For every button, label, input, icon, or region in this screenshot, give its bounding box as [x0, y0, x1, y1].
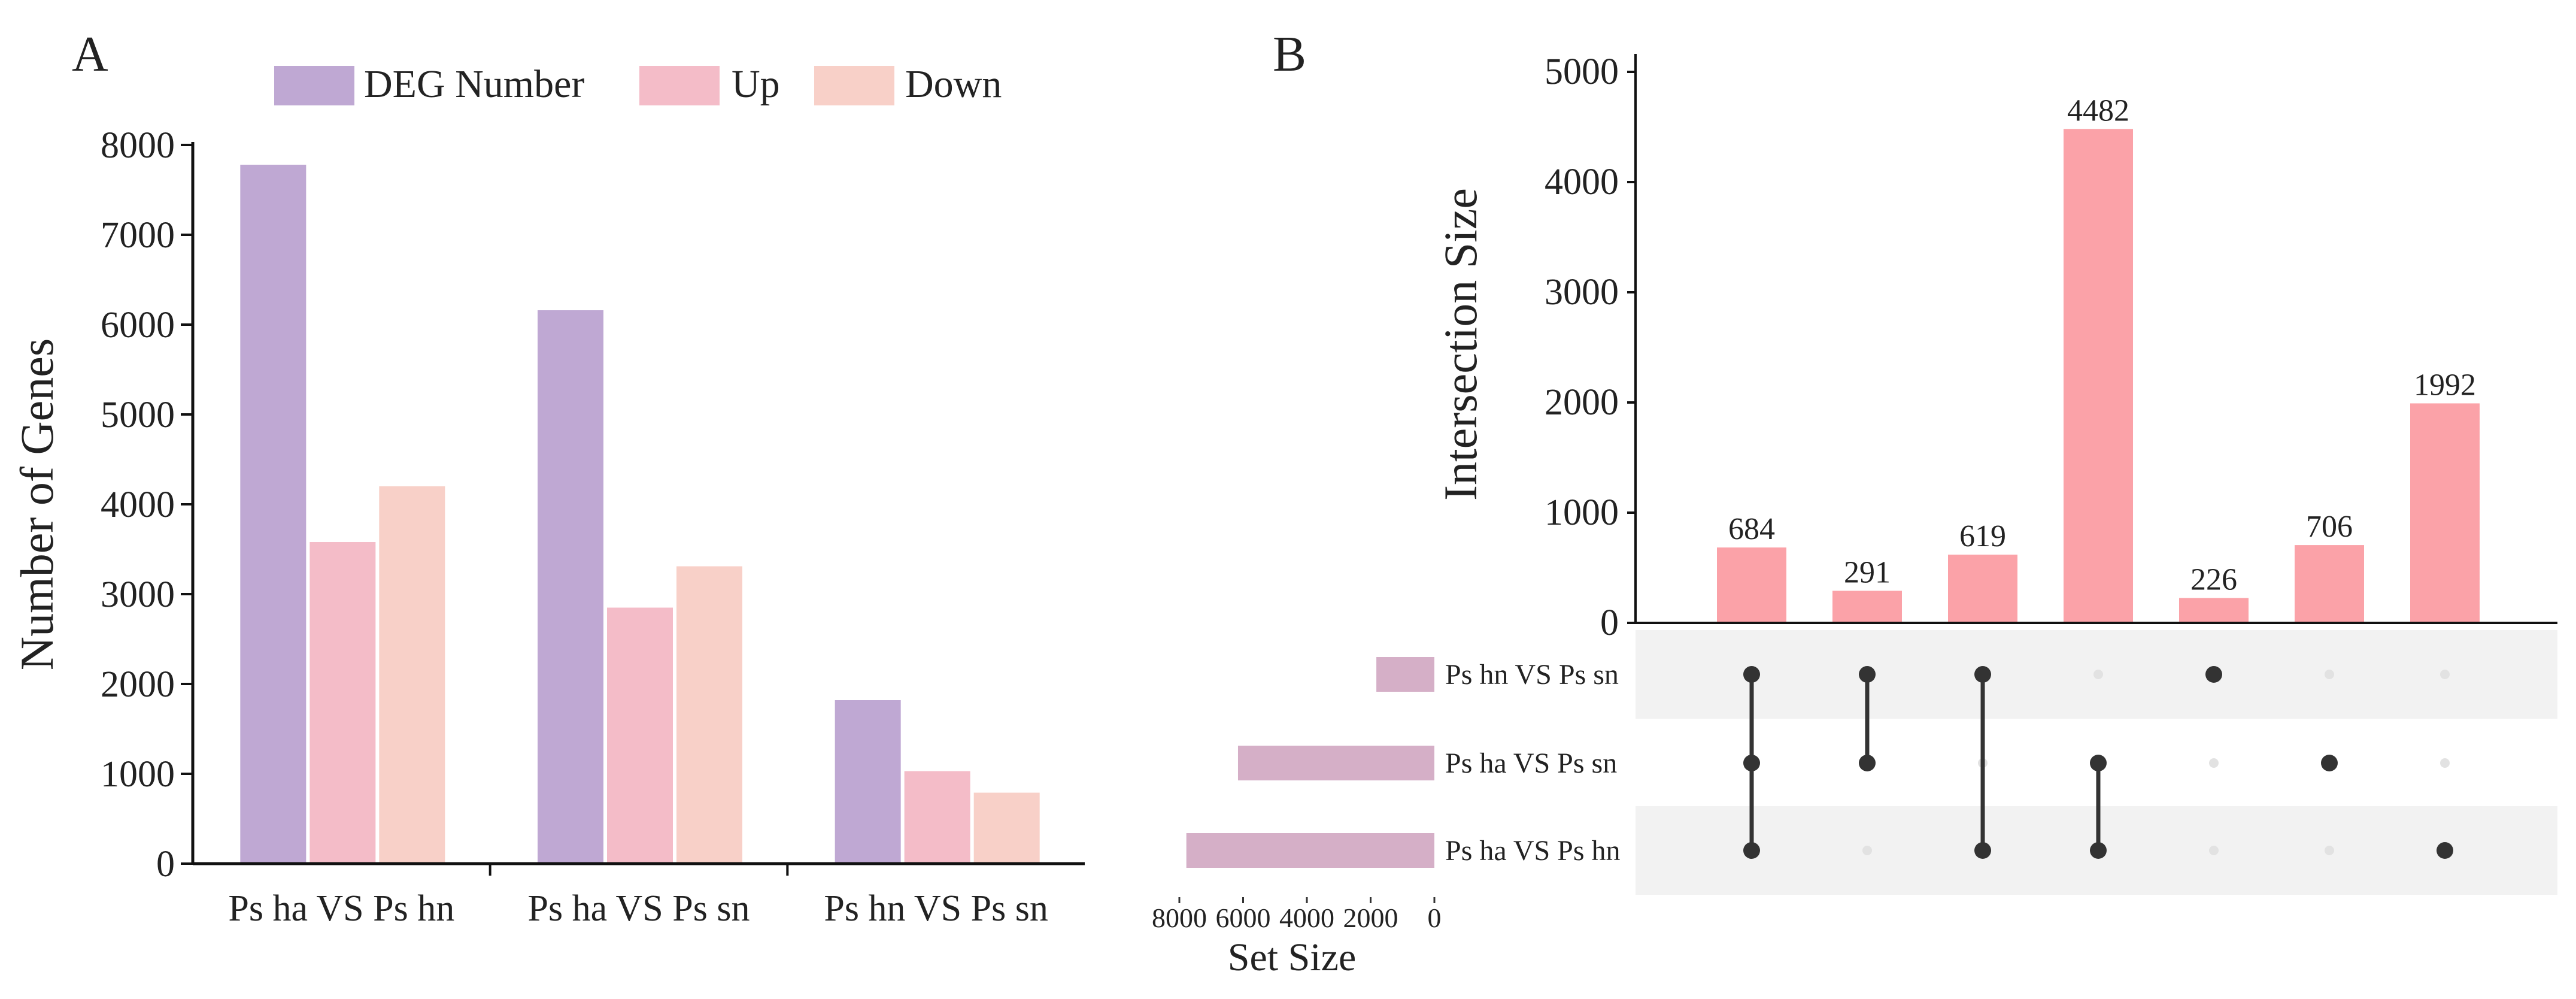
- y-tick-label: 0: [156, 844, 175, 885]
- intersection-value-label: 684: [1728, 512, 1775, 546]
- set-size-bar: [1237, 746, 1434, 780]
- set-tick-label: 6000: [1216, 903, 1271, 933]
- intersection-value-label: 291: [1844, 555, 1891, 589]
- panel-b-letter: B: [1273, 26, 1306, 82]
- matrix-dot-inactive: [2440, 758, 2450, 768]
- matrix-dot-inactive: [2209, 846, 2219, 855]
- bar-down: [379, 486, 445, 864]
- intersection-axes: 0 1000 2000 3000 4000 5000: [1545, 52, 2557, 643]
- intersection-bar: [2179, 598, 2249, 623]
- set-size-bar: [1376, 657, 1434, 692]
- legend-label: Down: [905, 62, 1002, 106]
- intersection-bar: [1717, 547, 1786, 623]
- bar-deg-number: [835, 700, 901, 864]
- y-tick-label: 7000: [101, 215, 175, 256]
- set-tick-label: 0: [1428, 903, 1442, 933]
- bar-deg-number: [538, 310, 603, 864]
- set-tick-label: 4000: [1279, 903, 1334, 933]
- bar-up: [310, 542, 376, 864]
- panel-a-bar-chart: DEG Number Up Down 0 1000 2000 3000 4000 5000 60…: [11, 62, 1085, 929]
- set-size-label: Set Size: [1228, 936, 1356, 979]
- y-tick-label: 2000: [101, 664, 175, 705]
- matrix-dot-inactive: [2440, 670, 2450, 679]
- intersection-bar: [2064, 129, 2133, 623]
- bars-group: [240, 165, 1040, 864]
- legend-label: DEG Number: [364, 62, 584, 106]
- bar-up: [904, 771, 970, 864]
- intersection-value-label: 226: [2190, 562, 2237, 597]
- intersection-bar: [2410, 403, 2480, 623]
- intersection-bar: [2295, 545, 2364, 623]
- matrix-dot-inactive: [2093, 670, 2103, 679]
- axes: 0 1000 2000 3000 4000 5000 6000 7000 8000 Ps ha V…: [101, 125, 1085, 929]
- set-name-label: Ps ha VS Ps hn: [1445, 835, 1621, 867]
- y-tick-label: 3000: [1545, 272, 1619, 313]
- y-tick-label: 6000: [101, 305, 175, 346]
- bar-deg-number: [240, 165, 307, 864]
- panel-a-letter: A: [72, 26, 108, 82]
- x-tick-label: Ps ha VS Ps sn: [527, 888, 750, 929]
- matrix-dot-inactive: [2325, 670, 2334, 679]
- intersection-bar: [1832, 591, 1902, 623]
- legend-swatch: [639, 66, 720, 105]
- set-size-bars: Ps hn VS Ps sn Ps ha VS Ps sn Ps ha VS Ps …: [1152, 657, 1621, 933]
- panel-b-upset-plot: 684 291 619 4482 226 706 1992 0 1000 2000 3000 400…: [1152, 52, 2557, 979]
- intersection-value-label: 706: [2306, 510, 2353, 544]
- set-size-bar: [1186, 833, 1434, 868]
- x-tick-label: Ps ha VS Ps hn: [228, 888, 454, 929]
- intersection-matrix: [1743, 666, 2453, 859]
- y-tick-label: 4000: [1545, 162, 1619, 202]
- y-tick-label: 0: [1600, 603, 1619, 643]
- y-tick-label: 3000: [101, 574, 175, 615]
- legend-swatch: [274, 66, 354, 105]
- x-tick-label: Ps hn VS Ps sn: [824, 888, 1048, 929]
- matrix-dot-inactive: [2325, 846, 2334, 855]
- legend: DEG Number Up Down: [274, 62, 1002, 106]
- intersection-size-label: Intersection Size: [1434, 188, 1486, 501]
- y-axis-label: Number of Genes: [11, 338, 63, 671]
- set-name-label: Ps ha VS Ps sn: [1445, 747, 1617, 779]
- y-tick-label: 8000: [101, 125, 175, 166]
- matrix-dot-active: [2321, 755, 2338, 771]
- matrix-dot-inactive: [2209, 758, 2219, 768]
- y-tick-label: 1000: [1545, 492, 1619, 533]
- set-tick-label: 8000: [1152, 903, 1207, 933]
- matrix-dot-active: [2205, 666, 2222, 683]
- legend-label: Up: [732, 62, 780, 106]
- intersection-value-label: 619: [1959, 519, 2006, 553]
- set-tick-label: 2000: [1343, 903, 1398, 933]
- y-tick-label: 1000: [101, 754, 175, 795]
- matrix-dot-active: [2437, 842, 2453, 859]
- y-tick-label: 5000: [101, 395, 175, 435]
- y-tick-label: 4000: [101, 485, 175, 525]
- bar-up: [607, 607, 673, 864]
- y-tick-label: 5000: [1545, 52, 1619, 92]
- bar-down: [676, 566, 742, 864]
- intersection-bars: 684 291 619 4482 226 706 1992: [1717, 93, 2480, 623]
- intersection-value-label: 4482: [2067, 93, 2129, 128]
- legend-swatch: [814, 66, 894, 105]
- intersection-value-label: 1992: [2414, 368, 2476, 402]
- matrix-dot-inactive: [1862, 846, 1872, 855]
- set-name-label: Ps hn VS Ps sn: [1445, 659, 1619, 691]
- y-tick-label: 2000: [1545, 382, 1619, 423]
- intersection-bar: [1948, 555, 2017, 623]
- bar-down: [973, 792, 1040, 864]
